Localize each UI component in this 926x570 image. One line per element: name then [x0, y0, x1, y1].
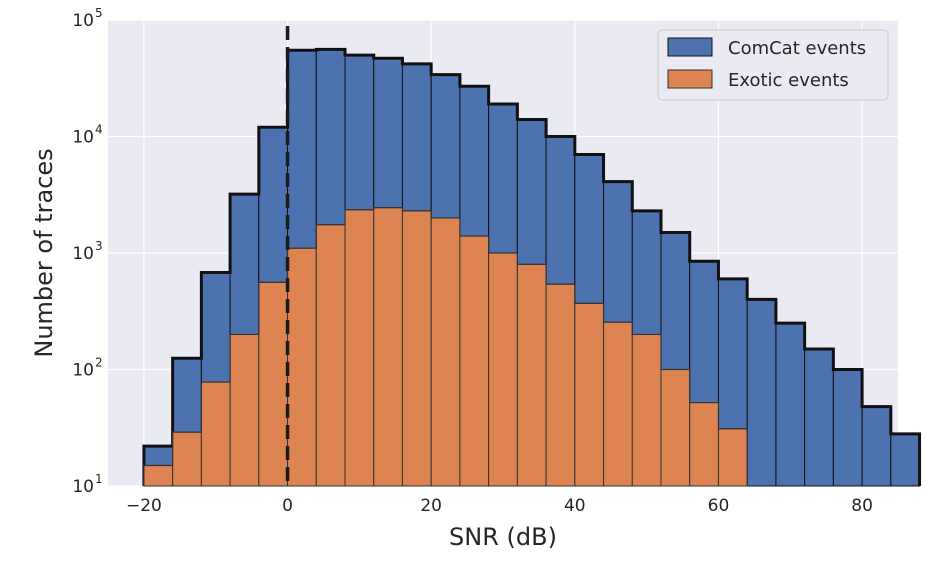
exotic-bar-18 — [660, 369, 691, 487]
y-tick-base-2: 10 — [72, 244, 94, 264]
exotic-bar-3 — [229, 333, 260, 487]
y-tick-exp-0: 1 — [95, 472, 103, 486]
exotic-bar-1 — [172, 431, 202, 487]
y-tick-exp-1: 2 — [95, 356, 103, 370]
y-tick-exp-2: 3 — [95, 239, 103, 253]
comcat-bar-22 — [775, 322, 806, 487]
x-tick-label-5: 80 — [851, 496, 873, 516]
legend-box — [657, 29, 889, 101]
exotic-bar-15 — [574, 302, 605, 487]
exotic-bar-0 — [143, 464, 174, 487]
legend-label-comcat: ComCat events — [728, 38, 866, 59]
exotic-bar-11 — [459, 235, 490, 487]
comcat-bar-23 — [804, 348, 834, 487]
y-tick-exp-4: 5 — [95, 6, 103, 20]
exotic-bar-16 — [603, 321, 633, 487]
exotic-bar-6 — [315, 224, 346, 487]
exotic-bar-20 — [717, 428, 748, 487]
x-tick-labels: −20 0 20 40 60 80 — [126, 496, 873, 516]
x-tick-label-3: 40 — [564, 496, 586, 516]
exotic-bar-5 — [287, 247, 317, 487]
legend: ComCat events Exotic events — [657, 29, 889, 101]
exotic-bar-10 — [430, 217, 461, 487]
y-tick-exp-3: 4 — [95, 123, 103, 137]
comcat-bar-24 — [832, 369, 863, 487]
y-tick-base-3: 10 — [72, 128, 94, 148]
y-tick-label-4: 10 5 — [72, 6, 102, 31]
y-tick-label-2: 10 3 — [72, 239, 102, 264]
exotic-bar-19 — [689, 402, 719, 487]
exotic-bar-9 — [401, 210, 432, 487]
comcat-bar-21 — [746, 298, 777, 487]
exotic-bar-4 — [258, 281, 289, 487]
exotic-bars — [143, 207, 748, 487]
exotic-bar-2 — [200, 381, 231, 487]
y-tick-base-4: 10 — [72, 11, 94, 31]
exotic-bar-13 — [516, 263, 547, 487]
legend-label-exotic: Exotic events — [728, 70, 849, 91]
x-tick-label-2: 20 — [420, 496, 442, 516]
y-axis-label: Number of traces — [30, 148, 58, 357]
exotic-bar-7 — [344, 209, 375, 487]
comcat-bar-25 — [861, 406, 892, 487]
y-tick-label-3: 10 4 — [72, 123, 102, 148]
y-tick-label-0: 10 1 — [72, 472, 102, 497]
y-tick-base-0: 10 — [72, 477, 94, 497]
legend-swatch-comcat — [667, 37, 713, 57]
x-tick-label-1: 0 — [282, 496, 293, 516]
x-tick-label-4: 60 — [708, 496, 730, 516]
comcat-bar-26 — [890, 433, 921, 487]
y-tick-base-1: 10 — [72, 361, 94, 381]
exotic-bar-14 — [545, 283, 576, 487]
legend-swatch-exotic — [667, 69, 713, 89]
x-tick-label-0: −20 — [126, 496, 162, 516]
exotic-bar-17 — [631, 333, 662, 487]
y-tick-label-1: 10 2 — [72, 356, 102, 381]
exotic-bar-8 — [373, 207, 403, 487]
exotic-outline — [143, 207, 748, 486]
x-axis-label: SNR (dB) — [449, 523, 557, 551]
exotic-bar-12 — [488, 252, 518, 487]
comcat-outline — [142, 47, 922, 486]
